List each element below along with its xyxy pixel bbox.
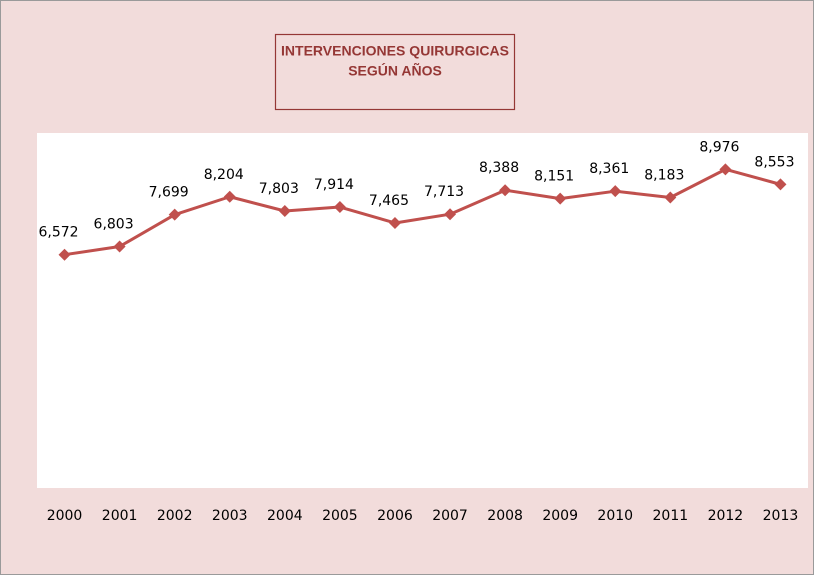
data-label: 8,151 [534,169,574,185]
marker [223,190,236,203]
data-label: 8,361 [589,161,629,177]
x-tick-label: 2006 [377,508,413,524]
x-tick-label: 2002 [157,508,193,524]
data-label: 8,204 [204,167,244,183]
marker [774,178,787,191]
marker [444,208,457,221]
marker [113,240,126,253]
x-tick-label: 2008 [487,508,523,524]
data-label: 8,388 [479,160,519,176]
marker [58,248,71,261]
data-label: 8,553 [754,154,794,170]
data-label: 7,699 [149,185,189,201]
x-tick-label: 2007 [432,508,468,524]
marker [388,216,401,229]
marker [719,163,732,176]
x-tick-label: 2000 [47,508,83,524]
line [64,167,781,257]
x-tick-label: 2004 [267,508,303,524]
data-label: 7,914 [314,177,354,193]
marker [333,201,346,214]
marker [499,184,512,197]
x-tick-label: 2009 [542,508,578,524]
data-label: 7,465 [369,193,409,209]
data-label: 6,572 [38,225,78,241]
marker [278,204,291,217]
x-tick-label: 2011 [653,508,689,524]
x-tick-label: 2005 [322,508,358,524]
chart-title: INTERVENCIONES QUIRURGICAS [281,43,509,59]
x-tick-label: 2012 [708,508,744,524]
data-label: 7,803 [259,181,299,197]
x-tick-label: 2013 [763,508,799,524]
marker [609,185,622,198]
data-label: 6,803 [94,216,134,232]
title-box [274,33,516,111]
chart-title: SEGÚN AÑOS [348,62,442,79]
marker [168,208,181,221]
data-label: 8,976 [699,139,739,155]
data-label: 7,713 [424,184,464,200]
marker [554,192,567,205]
x-tick-label: 2001 [102,508,138,524]
x-tick-label: 2003 [212,508,248,524]
x-tick-label: 2010 [597,508,633,524]
marker [664,191,677,204]
data-label: 8,183 [644,168,684,184]
